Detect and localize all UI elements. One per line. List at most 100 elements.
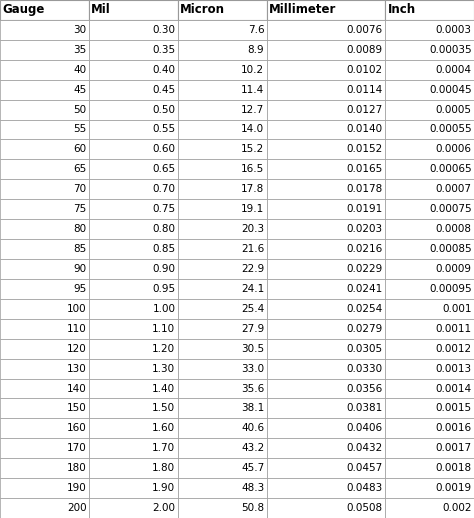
Bar — [266, 120, 385, 139]
Text: 95: 95 — [73, 284, 86, 294]
Bar — [385, 299, 474, 319]
Bar — [89, 259, 178, 279]
Bar — [385, 379, 474, 398]
Text: 0.0014: 0.0014 — [436, 383, 472, 394]
Bar — [178, 398, 266, 419]
Text: Micron: Micron — [180, 4, 225, 17]
Text: 0.0019: 0.0019 — [436, 483, 472, 493]
Bar — [385, 160, 474, 179]
Text: 70: 70 — [73, 184, 86, 194]
Text: 30: 30 — [73, 25, 86, 35]
Bar — [89, 498, 178, 518]
Bar — [178, 179, 266, 199]
Text: 0.80: 0.80 — [152, 224, 175, 234]
Text: 45: 45 — [73, 84, 86, 95]
Bar — [178, 160, 266, 179]
Text: 0.0457: 0.0457 — [346, 463, 383, 473]
Text: 0.0508: 0.0508 — [346, 503, 383, 513]
Text: 1.30: 1.30 — [152, 364, 175, 373]
Bar — [0, 438, 89, 458]
Text: 0.001: 0.001 — [442, 304, 472, 314]
Text: 8.9: 8.9 — [247, 45, 264, 55]
Text: 0.0191: 0.0191 — [346, 204, 383, 214]
Bar — [385, 179, 474, 199]
Text: 21.6: 21.6 — [241, 244, 264, 254]
Bar — [266, 478, 385, 498]
Text: 0.0178: 0.0178 — [346, 184, 383, 194]
Text: 27.9: 27.9 — [241, 324, 264, 334]
Text: 17.8: 17.8 — [241, 184, 264, 194]
Bar — [385, 478, 474, 498]
Bar — [89, 279, 178, 299]
Text: 180: 180 — [67, 463, 86, 473]
Bar — [178, 438, 266, 458]
Text: 65: 65 — [73, 164, 86, 175]
Bar — [0, 80, 89, 99]
Text: 0.00095: 0.00095 — [429, 284, 472, 294]
Text: 1.40: 1.40 — [152, 383, 175, 394]
Bar — [178, 0, 266, 20]
Bar — [0, 379, 89, 398]
Text: 0.00035: 0.00035 — [429, 45, 472, 55]
Bar — [266, 0, 385, 20]
Text: 0.0381: 0.0381 — [346, 404, 383, 413]
Text: 0.0013: 0.0013 — [436, 364, 472, 373]
Bar — [385, 20, 474, 40]
Bar — [0, 199, 89, 219]
Text: 85: 85 — [73, 244, 86, 254]
Bar — [89, 379, 178, 398]
Text: 24.1: 24.1 — [241, 284, 264, 294]
Bar — [89, 160, 178, 179]
Bar — [178, 239, 266, 259]
Bar — [0, 458, 89, 478]
Bar — [266, 179, 385, 199]
Text: 35: 35 — [73, 45, 86, 55]
Text: 130: 130 — [67, 364, 86, 373]
Text: 80: 80 — [73, 224, 86, 234]
Bar — [178, 139, 266, 160]
Bar — [89, 60, 178, 80]
Text: 0.0127: 0.0127 — [346, 105, 383, 114]
Bar — [178, 458, 266, 478]
Text: 0.60: 0.60 — [152, 145, 175, 154]
Bar — [385, 219, 474, 239]
Bar — [0, 139, 89, 160]
Bar — [178, 219, 266, 239]
Text: 2.00: 2.00 — [152, 503, 175, 513]
Text: 0.0102: 0.0102 — [346, 65, 383, 75]
Text: 11.4: 11.4 — [241, 84, 264, 95]
Text: 0.0114: 0.0114 — [346, 84, 383, 95]
Bar — [385, 80, 474, 99]
Bar — [385, 339, 474, 358]
Text: 15.2: 15.2 — [241, 145, 264, 154]
Text: 0.00055: 0.00055 — [429, 124, 472, 135]
Text: 200: 200 — [67, 503, 86, 513]
Bar — [0, 219, 89, 239]
Bar — [178, 80, 266, 99]
Text: 170: 170 — [67, 443, 86, 453]
Text: 0.00045: 0.00045 — [429, 84, 472, 95]
Bar — [0, 179, 89, 199]
Bar — [266, 20, 385, 40]
Text: 190: 190 — [67, 483, 86, 493]
Text: 0.90: 0.90 — [152, 264, 175, 274]
Bar — [266, 419, 385, 438]
Text: 0.45: 0.45 — [152, 84, 175, 95]
Bar — [178, 120, 266, 139]
Bar — [385, 120, 474, 139]
Text: 0.0165: 0.0165 — [346, 164, 383, 175]
Text: 0.0004: 0.0004 — [436, 65, 472, 75]
Bar — [266, 458, 385, 478]
Bar — [178, 99, 266, 120]
Text: 19.1: 19.1 — [241, 204, 264, 214]
Bar — [178, 319, 266, 339]
Text: 0.40: 0.40 — [152, 65, 175, 75]
Bar — [178, 60, 266, 80]
Bar — [385, 498, 474, 518]
Text: 0.75: 0.75 — [152, 204, 175, 214]
Text: 14.0: 14.0 — [241, 124, 264, 135]
Text: 0.0216: 0.0216 — [346, 244, 383, 254]
Bar — [385, 40, 474, 60]
Text: 0.0007: 0.0007 — [436, 184, 472, 194]
Text: 16.5: 16.5 — [241, 164, 264, 175]
